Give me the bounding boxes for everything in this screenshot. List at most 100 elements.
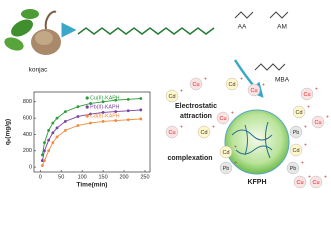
ion-bubble <box>189 77 203 91</box>
data-point <box>89 112 92 116</box>
ion-label: Cu <box>250 88 257 94</box>
x-axis-label: Time(min) <box>77 182 108 189</box>
data-point <box>76 115 80 118</box>
ion-label: Cu <box>314 120 321 126</box>
ion-bubble <box>289 143 303 157</box>
data-point <box>40 159 44 162</box>
x-tick-label: 100 <box>78 174 87 180</box>
ion-bubble <box>309 175 323 189</box>
mechanism-label: complexation <box>167 155 212 162</box>
data-point <box>114 110 118 113</box>
graphical-abstract: konjac AA AM MBA Electrostatic attraction comp… <box>4 9 329 189</box>
charge-sign: + <box>240 76 243 82</box>
charge-sign: + <box>204 76 207 82</box>
ion-label: Cu <box>303 92 310 98</box>
data-point <box>126 109 130 113</box>
data-point <box>101 111 105 114</box>
source-label: konjac <box>29 67 49 74</box>
data-point <box>51 121 55 125</box>
ion-label: Cd <box>292 148 299 154</box>
charge-sign: + <box>304 124 307 130</box>
product-label: KFPH <box>247 179 266 186</box>
legend-label: Cd(II)-KAPH <box>90 113 120 119</box>
ion-bubble <box>219 161 233 175</box>
mechanism-label: attraction <box>180 113 212 120</box>
data-point <box>139 117 143 121</box>
data-point <box>40 164 44 167</box>
y-tick-label: 800 <box>23 99 32 105</box>
legend-label: Pb(II)-KAPH <box>90 104 119 110</box>
ion-bubble <box>311 115 325 129</box>
series-line <box>41 118 141 166</box>
ion-label: Cd <box>295 110 302 116</box>
data-point <box>64 119 67 123</box>
charge-sign: + <box>262 82 265 88</box>
data-point <box>55 116 59 120</box>
x-tick-label: 250 <box>140 174 149 180</box>
charge-sign: + <box>308 174 311 180</box>
ion-bubble <box>165 89 179 103</box>
legend-marker <box>85 114 89 118</box>
data-point <box>114 119 118 122</box>
ion-label: Pb <box>290 166 297 172</box>
hydrogel-sphere <box>224 109 290 175</box>
monomer-structures <box>234 11 289 71</box>
ion-label: Cu <box>168 130 175 136</box>
data-point <box>76 124 80 127</box>
ion-bubble <box>247 83 261 97</box>
ion-bubble <box>197 125 211 139</box>
x-tick-label: 150 <box>99 174 108 180</box>
charge-sign: + <box>301 160 304 166</box>
data-point <box>139 108 143 112</box>
y-axis-label: qₑ(mg/g) <box>5 119 12 145</box>
polymer-chain <box>77 27 215 35</box>
x-tick-label: 50 <box>58 174 64 180</box>
charge-sign: + <box>304 142 307 148</box>
charge-sign: + <box>212 124 215 130</box>
konjac-illustration <box>4 9 61 55</box>
curved-arrow <box>233 59 264 98</box>
ion-label: Cd <box>222 150 229 156</box>
data-point <box>64 110 67 113</box>
data-point <box>139 97 143 100</box>
ion-bubble <box>300 87 314 101</box>
data-point <box>89 121 92 125</box>
data-point <box>101 100 105 104</box>
ion-bubble <box>216 111 230 125</box>
charge-sign: + <box>231 110 234 116</box>
data-point <box>101 119 105 123</box>
ion-label: Cu <box>296 180 303 186</box>
data-point <box>47 128 51 132</box>
ion-bubble <box>293 175 307 189</box>
data-point <box>55 135 59 139</box>
legend-label: Cu(II)-KAPH <box>90 95 120 101</box>
charge-sign: + <box>234 144 237 150</box>
ion-label: Pb <box>223 166 230 172</box>
ion-bubble <box>219 145 233 159</box>
mechanism-label: Electrostatic <box>175 103 217 110</box>
data-point <box>64 128 67 132</box>
charge-sign: + <box>180 124 183 130</box>
series-line <box>41 109 141 161</box>
ion-label: Pb <box>293 130 300 136</box>
plot-frame <box>33 91 151 173</box>
series-line <box>41 98 141 155</box>
data-point <box>114 98 118 102</box>
charge-sign: + <box>326 114 329 120</box>
monomer-label: MBA <box>275 77 290 84</box>
charge-sign: + <box>307 104 310 110</box>
y-tick-label: 0 <box>29 165 32 171</box>
data-point <box>47 149 51 153</box>
monomer-label: AA <box>238 24 247 31</box>
data-point <box>47 138 51 142</box>
ion-label: Cu <box>312 180 319 186</box>
charge-sign: + <box>234 160 237 166</box>
x-tick-label: 200 <box>119 174 128 180</box>
charge-sign: + <box>180 88 183 94</box>
data-point <box>43 159 46 162</box>
legend-marker <box>85 96 89 100</box>
data-point <box>43 149 46 153</box>
data-point <box>126 118 130 122</box>
ion-label: Cd <box>228 82 235 88</box>
data-point <box>89 102 92 105</box>
